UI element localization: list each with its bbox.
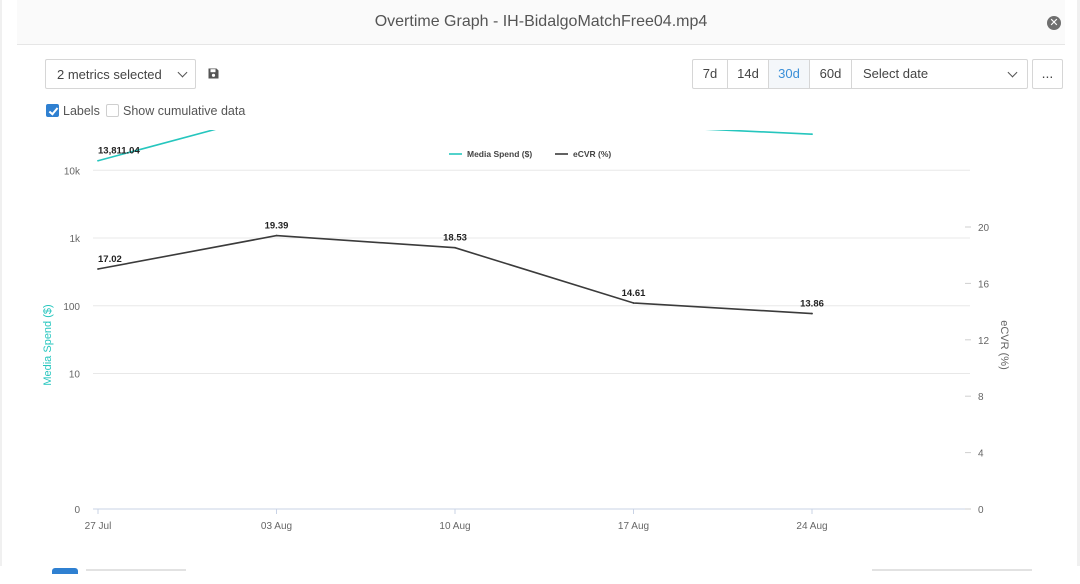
footer-strip [0,566,1080,584]
overtime-line-chart: 0 10 100 1k 10k 0 4 8 12 16 20 27 Jul 03 Aug 10 Aug 17… [42,130,1010,532]
grid-layer [93,169,970,510]
x-tick-label: 10 Aug [439,521,470,532]
data-label-layer: 13,811.0470,045.7640,524.8245,201.3634,0… [98,130,834,310]
series-line-0 [97,130,813,162]
data-label: 17.02 [98,254,122,265]
select-date-label: Select date [863,66,929,81]
footer-toggle[interactable] [52,568,78,574]
y-right-tick-label: 20 [978,223,990,234]
y-left-tick-label: 10 [69,370,81,381]
modal-header: Overtime Graph - IH-BidalgoMatchFree04.m… [17,0,1065,45]
metrics-select-dropdown[interactable]: 2 metrics selected [45,59,196,89]
series-point [811,312,813,315]
legend-label: Media Spend ($) [467,149,532,159]
series-point [97,159,99,162]
y-right-axis-title: eCVR (%) [998,320,1010,370]
modal-right-edge [1077,0,1080,584]
y-left-tick-label: 0 [74,505,80,516]
legend: Media Spend ($) eCVR (%) [449,149,611,159]
close-icon[interactable]: ✕ [1047,16,1061,30]
range-30d-button[interactable]: 30d [769,60,810,88]
y-right-tick-label: 12 [978,336,990,347]
y-right-tick-label: 0 [978,505,984,516]
y-left-tick-label: 10k [64,166,81,177]
range-7d-button[interactable]: 7d [693,60,728,88]
date-range-group: 7d 14d 30d 60d Select date [692,59,1028,89]
chevron-down-icon [177,67,188,78]
series-point [454,246,456,249]
data-label: 13,811.04 [98,146,140,157]
metrics-select-label: 2 metrics selected [57,67,162,82]
x-tick-label: 27 Jul [85,521,112,532]
y-left-tick-label: 100 [63,302,80,313]
select-date-dropdown[interactable]: Select date [852,60,1027,88]
series-point [811,133,813,136]
more-options-button[interactable]: ... [1032,59,1063,89]
x-tick-label: 24 Aug [796,521,827,532]
modal-left-edge [0,0,2,584]
legend-label: eCVR (%) [573,149,611,159]
data-label: 13.86 [800,299,824,310]
data-label: 14.61 [622,288,646,299]
y-right-tick-label: 4 [978,449,984,460]
modal-title: Overtime Graph - IH-BidalgoMatchFree04.m… [374,13,708,30]
x-tick-label: 03 Aug [261,521,292,532]
data-label: 18.53 [443,233,467,244]
chevron-down-icon [1007,67,1018,78]
y-left-axis-title: Media Spend ($) [42,304,54,385]
save-icon[interactable] [208,68,219,79]
y-right-tick-label: 16 [978,279,990,290]
series-point [275,234,278,237]
cumulative-checkbox-label: Show cumulative data [123,104,246,118]
axis-layer: 0 10 100 1k 10k 0 4 8 12 16 20 27 Jul 03 Aug 10 Aug 17… [42,166,1010,532]
series-layer [97,130,813,315]
series-point [632,302,635,304]
footer-text-left [86,569,186,575]
series-point [97,268,99,270]
labels-checkbox[interactable] [46,104,59,117]
range-60d-button[interactable]: 60d [810,60,852,88]
y-left-tick-label: 1k [69,234,81,245]
footer-text-right [872,569,1032,575]
x-tick-label: 17 Aug [618,521,649,532]
y-right-tick-label: 8 [978,392,984,403]
cumulative-checkbox[interactable] [106,104,119,117]
data-label: 19.39 [265,221,289,232]
labels-checkbox-label: Labels [63,104,100,118]
range-14d-button[interactable]: 14d [728,60,769,88]
